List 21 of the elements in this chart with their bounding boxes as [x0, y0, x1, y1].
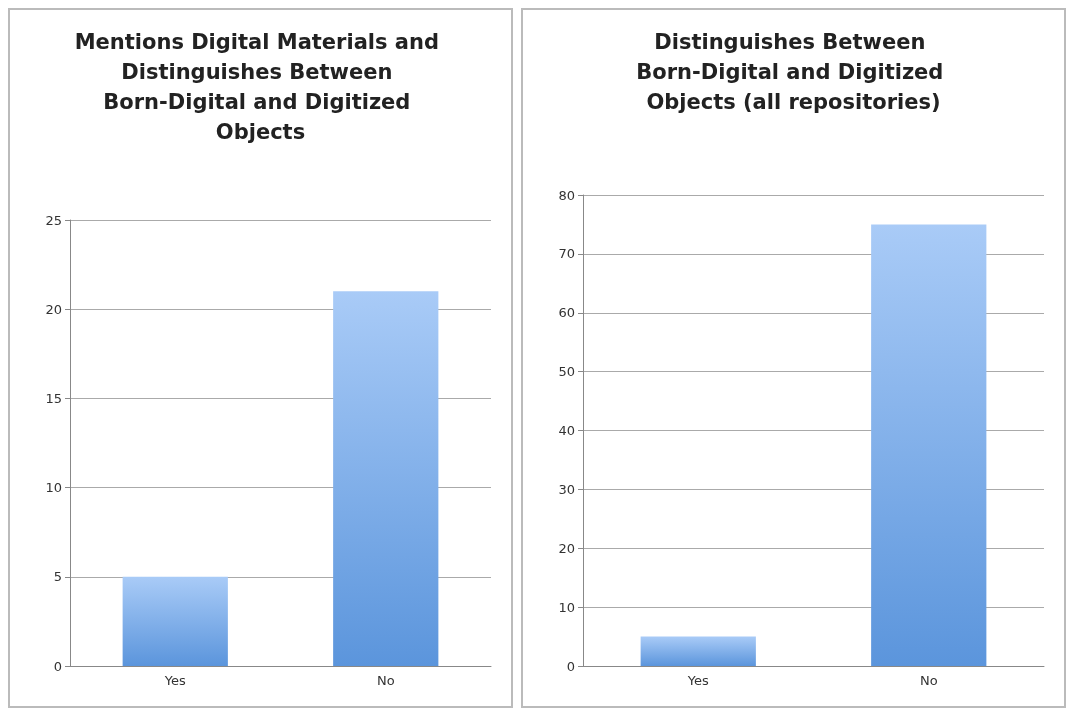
chart-title: Mentions Digital Materials and Distinguishes Between Born-Digital and Digitized Objects	[74, 30, 447, 144]
y-tick-label: 20	[558, 540, 575, 556]
y-tick-label: 5	[53, 569, 62, 585]
y-tick-label: 10	[558, 599, 575, 615]
y-tick-label: 0	[566, 658, 575, 674]
y-tick-label: 70	[558, 246, 575, 262]
y-tick-label: 40	[558, 423, 575, 438]
x-tick-label: Yes	[686, 673, 709, 688]
y-tick-label: 10	[45, 480, 62, 496]
y-tick-label: 25	[45, 212, 62, 228]
y-tick-label: 60	[558, 305, 575, 321]
chart-title: Distinguishes Between Born-Digital and Digitized Objects (all repositories)	[636, 30, 951, 114]
x-tick-label: No	[376, 673, 395, 688]
y-tick-label: 50	[558, 364, 575, 380]
x-tick-label: No	[919, 673, 938, 688]
y-tick-label: 15	[45, 390, 62, 406]
y-tick-label: 30	[558, 481, 575, 497]
y-tick-label: 20	[45, 301, 62, 317]
y-tick-label: 0	[53, 658, 62, 674]
x-tick-label: Yes	[163, 673, 186, 688]
y-tick-label: 80	[558, 187, 575, 203]
